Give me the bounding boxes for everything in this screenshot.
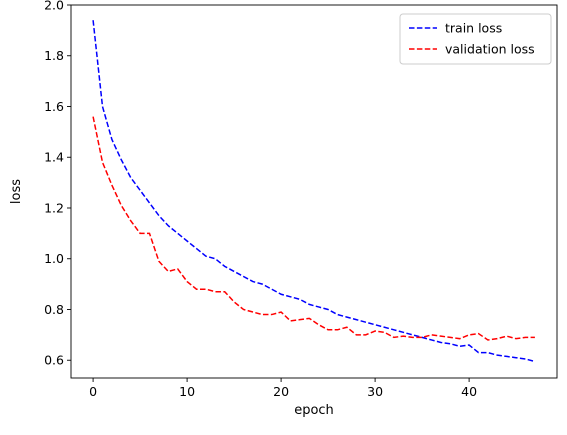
y-tick-label: 1.4 [44,150,64,165]
y-tick-label: 0.6 [44,353,64,368]
y-tick-label: 1.2 [44,200,64,215]
series-line-0 [92,20,536,363]
plot-frame [70,4,558,379]
x-axis-label: epoch [294,403,334,418]
legend-label-0: train loss [445,21,502,36]
y-tick-label: 2.0 [44,0,64,13]
x-tick-label: 30 [367,384,383,399]
y-axis-label: loss [9,179,24,204]
y-tick-label: 0.8 [44,302,64,317]
series-line-1 [92,116,535,341]
x-tick-label: 40 [461,384,477,399]
y-tick-label: 1.6 [44,99,64,114]
legend: train loss validation loss [399,13,552,65]
legend-box [399,13,552,65]
y-tick-label: 1.8 [44,48,64,63]
legend-label-1: validation loss [445,42,535,57]
x-tick-label: 10 [179,384,195,399]
y-tick-label: 1.0 [44,251,64,266]
x-tick-label: 20 [273,384,289,399]
x-tick-label: 0 [89,384,97,399]
